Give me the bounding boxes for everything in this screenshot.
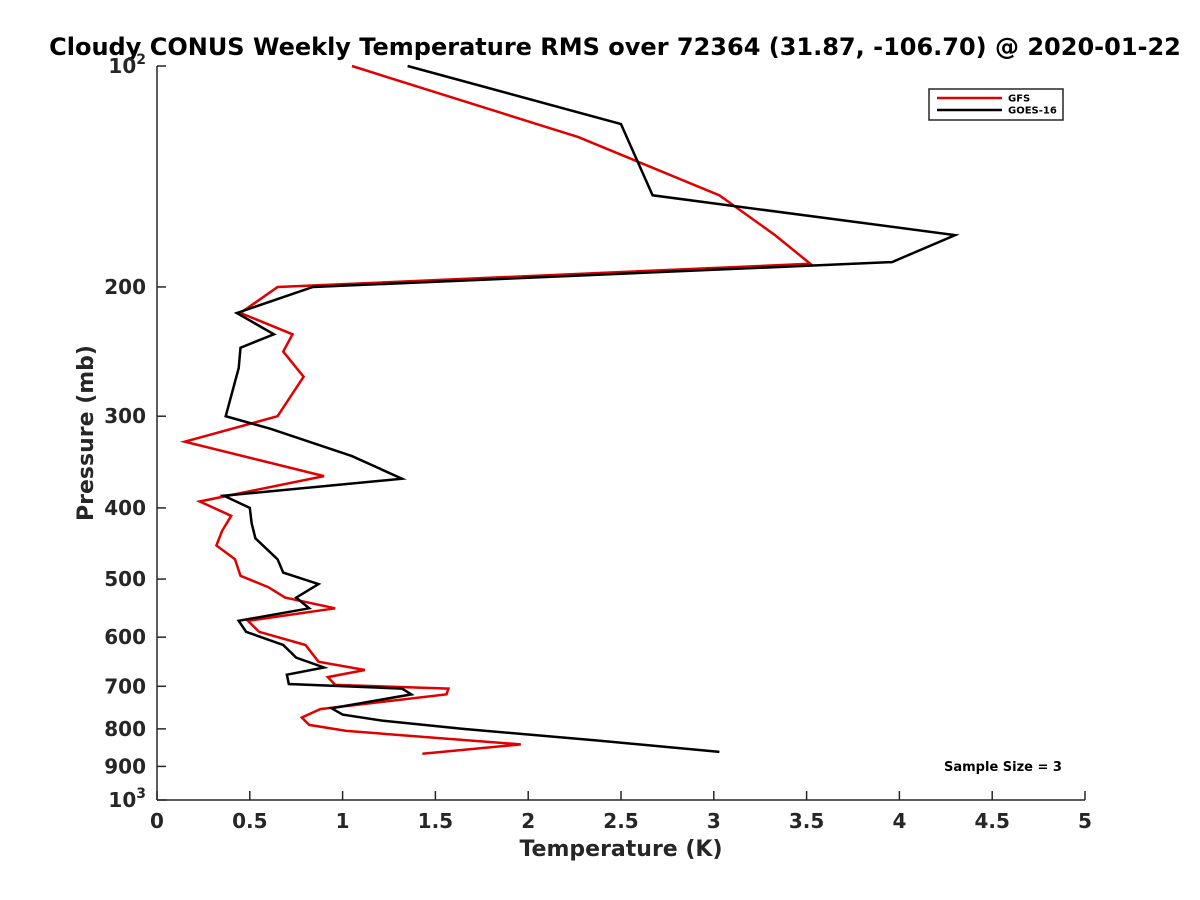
y-tick-label: 600	[104, 625, 146, 649]
legend-label-gfs: GFS	[1008, 94, 1030, 105]
x-tick-label: 2	[521, 809, 535, 833]
y-axis-label: Pressure (mb)	[74, 345, 99, 521]
x-tick-label: 5	[1078, 809, 1092, 833]
axes	[156, 66, 1085, 801]
y-tick-label: 500	[104, 567, 146, 591]
y-tick-label: 103	[108, 786, 146, 812]
plot-series	[179, 64, 960, 756]
x-axis-label: Temperature (K)	[519, 837, 722, 862]
sample-size-annotation: Sample Size = 3	[944, 760, 1062, 775]
series-line-goes16	[219, 64, 960, 754]
y-tick-label: 200	[104, 275, 146, 299]
y-tick-label: 900	[104, 754, 146, 778]
series-line-gfs	[179, 64, 814, 756]
x-tick-label: 0.5	[232, 809, 267, 833]
x-tick-label: 1.5	[418, 809, 453, 833]
legend-box	[928, 88, 1064, 121]
legend-label-goes16: GOES-16	[1008, 106, 1057, 117]
x-tick-label: 3.5	[789, 809, 824, 833]
y-tick-label: 800	[104, 717, 146, 741]
x-tick-label: 3	[707, 809, 721, 833]
x-tick-label: 0	[150, 809, 164, 833]
y-tick-label: 700	[104, 674, 146, 698]
y-tick-label: 400	[104, 496, 146, 520]
x-tick-label: 4.5	[974, 809, 1009, 833]
x-ticks: 0 0.5 1 1.5 2 2.5 3 3.5 4 4.5 5	[150, 791, 1092, 833]
y-ticks: 102 200 300 400 500 600 700 800 900 103	[104, 52, 166, 812]
x-tick-label: 4	[892, 809, 906, 833]
y-tick-label: 300	[104, 404, 146, 428]
legend: GFS GOES-16	[928, 88, 1064, 121]
x-tick-label: 2.5	[603, 809, 638, 833]
chart-title: Cloudy CONUS Weekly Temperature RMS over…	[49, 33, 1181, 61]
x-tick-label: 1	[336, 809, 350, 833]
y-tick-label: 102	[108, 52, 146, 78]
